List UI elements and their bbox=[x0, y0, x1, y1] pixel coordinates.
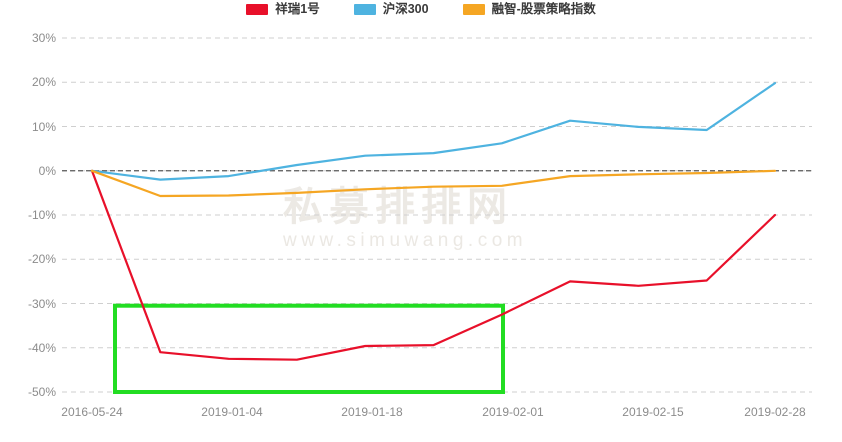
legend-label-xiangrui1: 祥瑞1号 bbox=[275, 2, 320, 16]
legend-item-hs300[interactable]: 沪深300 bbox=[353, 0, 429, 18]
plot-svg bbox=[62, 37, 812, 394]
y-tick-label: 0% bbox=[38, 163, 56, 178]
x-tick-label: 2016-05-24 bbox=[61, 405, 123, 419]
legend-label-hs300: 沪深300 bbox=[382, 2, 429, 16]
legend-swatch-blue bbox=[353, 3, 376, 15]
x-tick-label: 2019-02-01 bbox=[482, 405, 544, 419]
y-tick-label: 10% bbox=[31, 119, 56, 134]
legend-item-xiangrui1[interactable]: 祥瑞1号 bbox=[246, 0, 320, 18]
y-tick-label: 30% bbox=[31, 31, 56, 45]
y-tick-label: 20% bbox=[31, 75, 56, 90]
data-series-group bbox=[90, 81, 777, 361]
legend-label-rongzhi: 融智-股票策略指数 bbox=[491, 2, 596, 16]
legend-swatch-orange bbox=[462, 3, 485, 15]
series-line-hs300[interactable] bbox=[90, 81, 777, 181]
highlight-rectangle bbox=[113, 303, 505, 394]
gridlines bbox=[62, 37, 812, 393]
legend-swatch-red bbox=[246, 3, 269, 15]
highlight-box bbox=[113, 303, 505, 394]
y-tick-label: -10% bbox=[27, 208, 56, 222]
y-tick-label: -50% bbox=[27, 385, 56, 399]
x-tick-label: 2019-01-18 bbox=[341, 405, 403, 419]
plot-area: 30% 20% 10% 0% -10% -20% -30% -40% -50% 2016-05-… bbox=[0, 18, 842, 442]
series-line-xiangrui1[interactable] bbox=[90, 169, 777, 361]
y-tick-label: -30% bbox=[27, 296, 56, 311]
y-tick-label: -20% bbox=[27, 252, 56, 267]
chart-legend: 祥瑞1号 沪深300 融智-股票策略指数 bbox=[0, 0, 842, 18]
legend-item-rongzhi[interactable]: 融智-股票策略指数 bbox=[462, 0, 596, 18]
x-tick-label: 2019-01-04 bbox=[201, 405, 263, 419]
y-tick-label: -40% bbox=[27, 340, 56, 355]
series-line-rongzhi[interactable] bbox=[90, 169, 777, 198]
x-tick-label: 2019-02-28 bbox=[744, 405, 806, 419]
x-tick-label: 2019-02-15 bbox=[622, 405, 684, 419]
